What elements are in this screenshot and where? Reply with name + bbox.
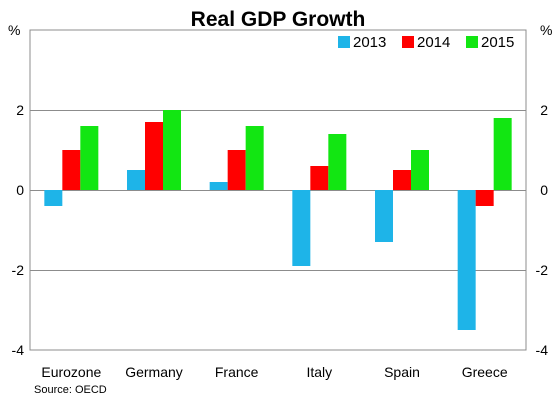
category-label: Spain xyxy=(384,364,420,380)
legend-label: 2013 xyxy=(353,34,386,51)
category-label: France xyxy=(215,364,259,380)
bar-2013-germany xyxy=(127,170,145,190)
y-tick-label-right: 0 xyxy=(540,182,548,198)
category-label: Eurozone xyxy=(41,364,101,380)
bar-2014-eurozone xyxy=(62,150,81,190)
y-tick-labels-right: -4 -2 0 2 xyxy=(536,102,549,358)
bar-2015-italy xyxy=(328,134,347,190)
bar-2015-france xyxy=(245,126,264,190)
bar-2014-germany xyxy=(145,122,163,190)
bars xyxy=(44,110,512,330)
bar-2013-eurozone xyxy=(44,190,63,206)
grid-lines xyxy=(30,110,526,271)
y-axis-unit-left: % xyxy=(8,22,20,38)
legend-swatch xyxy=(466,36,478,48)
y-tick-label-left: 2 xyxy=(16,102,24,118)
bar-2013-spain xyxy=(375,190,393,242)
y-axis-unit-right: % xyxy=(540,22,552,38)
plot-area-border xyxy=(29,29,527,351)
source-note: Source: OECD xyxy=(34,384,107,396)
bar-2015-eurozone xyxy=(80,126,99,190)
bar-2015-germany xyxy=(163,110,181,190)
legend-swatch xyxy=(402,36,414,48)
y-tick-label-right: -2 xyxy=(536,262,549,278)
category-label: Italy xyxy=(306,364,332,380)
y-tick-labels-left: -4 -2 0 2 xyxy=(12,102,25,358)
bar-2013-greece xyxy=(457,190,476,330)
legend-swatch xyxy=(338,36,350,48)
y-tick-label-right: 2 xyxy=(540,102,548,118)
y-tick-label-left: -4 xyxy=(12,342,25,358)
bar-2015-greece xyxy=(493,118,512,190)
category-labels: Eurozone Germany France Italy Spain Greece xyxy=(41,364,507,380)
bar-2013-france xyxy=(209,182,228,190)
legend-label: 2015 xyxy=(481,34,514,51)
y-tick-label-right: -4 xyxy=(536,342,549,358)
bar-2014-spain xyxy=(393,170,411,190)
bar-2015-spain xyxy=(411,150,429,190)
y-tick-label-left: 0 xyxy=(16,182,24,198)
legend: 2013 2014 2015 xyxy=(338,34,514,51)
chart-title: Real GDP Growth xyxy=(191,8,366,31)
y-tick-label-left: -2 xyxy=(12,262,25,278)
bar-2013-italy xyxy=(292,190,311,266)
legend-label: 2014 xyxy=(417,34,450,51)
category-label: Germany xyxy=(125,364,183,380)
category-label: Greece xyxy=(462,364,508,380)
bar-2014-italy xyxy=(310,166,329,190)
bar-2014-france xyxy=(227,150,246,190)
bar-2014-greece xyxy=(475,190,494,206)
